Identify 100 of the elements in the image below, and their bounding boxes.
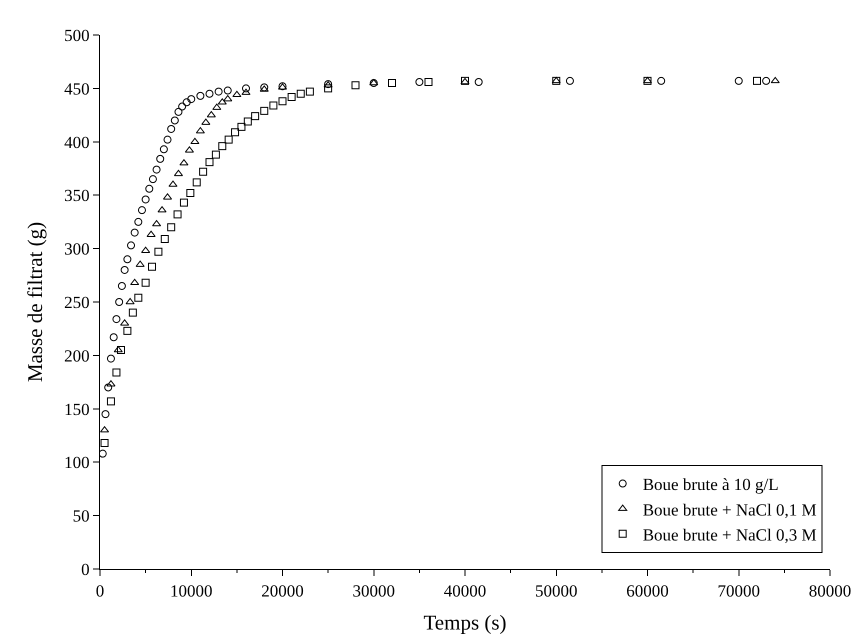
point: [148, 262, 156, 271]
point: [231, 128, 240, 136]
point: [415, 78, 424, 86]
point: [753, 76, 761, 85]
point: [154, 248, 162, 256]
point: [370, 79, 378, 88]
y-tick-label: 50: [72, 506, 90, 526]
point: [260, 85, 269, 92]
x-tick-label: 10000: [170, 581, 212, 600]
point: [167, 223, 176, 232]
point: [106, 397, 115, 406]
point: [187, 95, 196, 104]
point: [160, 145, 168, 154]
point: [156, 154, 164, 163]
point: [192, 178, 201, 186]
y-tick-label: 300: [64, 240, 90, 259]
x-tick-label: 60000: [626, 581, 669, 600]
point: [112, 368, 120, 376]
point: [184, 146, 194, 153]
point: [324, 84, 332, 92]
y-tick-label: 100: [64, 453, 90, 472]
x-tick-label: 30000: [352, 581, 395, 600]
point: [237, 122, 246, 131]
point: [167, 124, 176, 133]
y-tick-label: 350: [64, 186, 90, 206]
point: [190, 138, 200, 144]
y-tick-label: 450: [64, 79, 90, 98]
y-tick-label: 150: [64, 400, 90, 419]
point: [142, 278, 150, 287]
point: [142, 195, 150, 204]
point: [106, 354, 115, 363]
point: [278, 97, 286, 106]
point: [182, 98, 191, 106]
point: [224, 86, 232, 95]
point: [101, 410, 110, 418]
point: [244, 118, 252, 126]
point: [174, 108, 182, 116]
point: [762, 76, 770, 85]
y-tick-label: 200: [64, 346, 90, 366]
point: [657, 76, 666, 85]
point: [214, 88, 223, 96]
y-tick-label: 500: [64, 26, 90, 45]
point: [112, 315, 120, 324]
x-tick-label: 0: [96, 581, 104, 600]
point: [224, 136, 233, 144]
point: [269, 101, 278, 110]
y-axis-title: Masse de filtrat (g): [23, 222, 48, 382]
point: [100, 438, 109, 447]
point: [206, 158, 214, 166]
point: [148, 175, 157, 184]
y-tick-label: 250: [64, 292, 90, 312]
point: [199, 168, 208, 176]
point: [180, 198, 188, 207]
point: [120, 319, 130, 326]
point: [296, 90, 305, 98]
point: [116, 346, 125, 354]
point: [218, 98, 227, 105]
point: [134, 294, 142, 302]
point: [138, 206, 146, 214]
point: [260, 106, 268, 115]
point: [164, 136, 172, 144]
point: [152, 166, 161, 174]
point: [218, 142, 226, 150]
point: [110, 333, 118, 342]
point: [134, 218, 142, 226]
point: [474, 78, 483, 86]
point: [130, 228, 139, 237]
point: [145, 184, 154, 193]
legend-label: Boue brute + NaCl 0,3 M: [642, 525, 817, 544]
point: [104, 383, 112, 392]
point: [424, 78, 432, 86]
x-tick-label: 70000: [718, 581, 760, 600]
legend-label: Boue brute + NaCl 0,1 M: [642, 500, 817, 520]
point: [566, 76, 574, 85]
point: [162, 193, 172, 200]
point: [232, 90, 242, 98]
x-axis-title: Temps (s): [423, 610, 507, 635]
point: [123, 255, 132, 264]
point: [115, 298, 124, 306]
x-tick-label: 50000: [535, 581, 578, 600]
y-tick-label: 0: [81, 560, 90, 579]
point: [288, 92, 296, 101]
point: [130, 278, 140, 286]
point: [127, 241, 136, 250]
legend-label: Boue brute à 10 g/L: [642, 475, 779, 494]
point: [212, 150, 220, 159]
point: [174, 210, 182, 218]
point: [242, 84, 250, 92]
point: [186, 189, 194, 198]
point: [120, 266, 129, 274]
point: [734, 76, 743, 85]
point: [100, 450, 107, 458]
point: [352, 81, 360, 90]
point: [170, 116, 179, 124]
point: [178, 102, 186, 111]
point: [388, 79, 396, 88]
point: [206, 90, 214, 98]
point: [174, 170, 184, 176]
x-tick-label: 20000: [261, 581, 304, 600]
point: [123, 326, 132, 335]
